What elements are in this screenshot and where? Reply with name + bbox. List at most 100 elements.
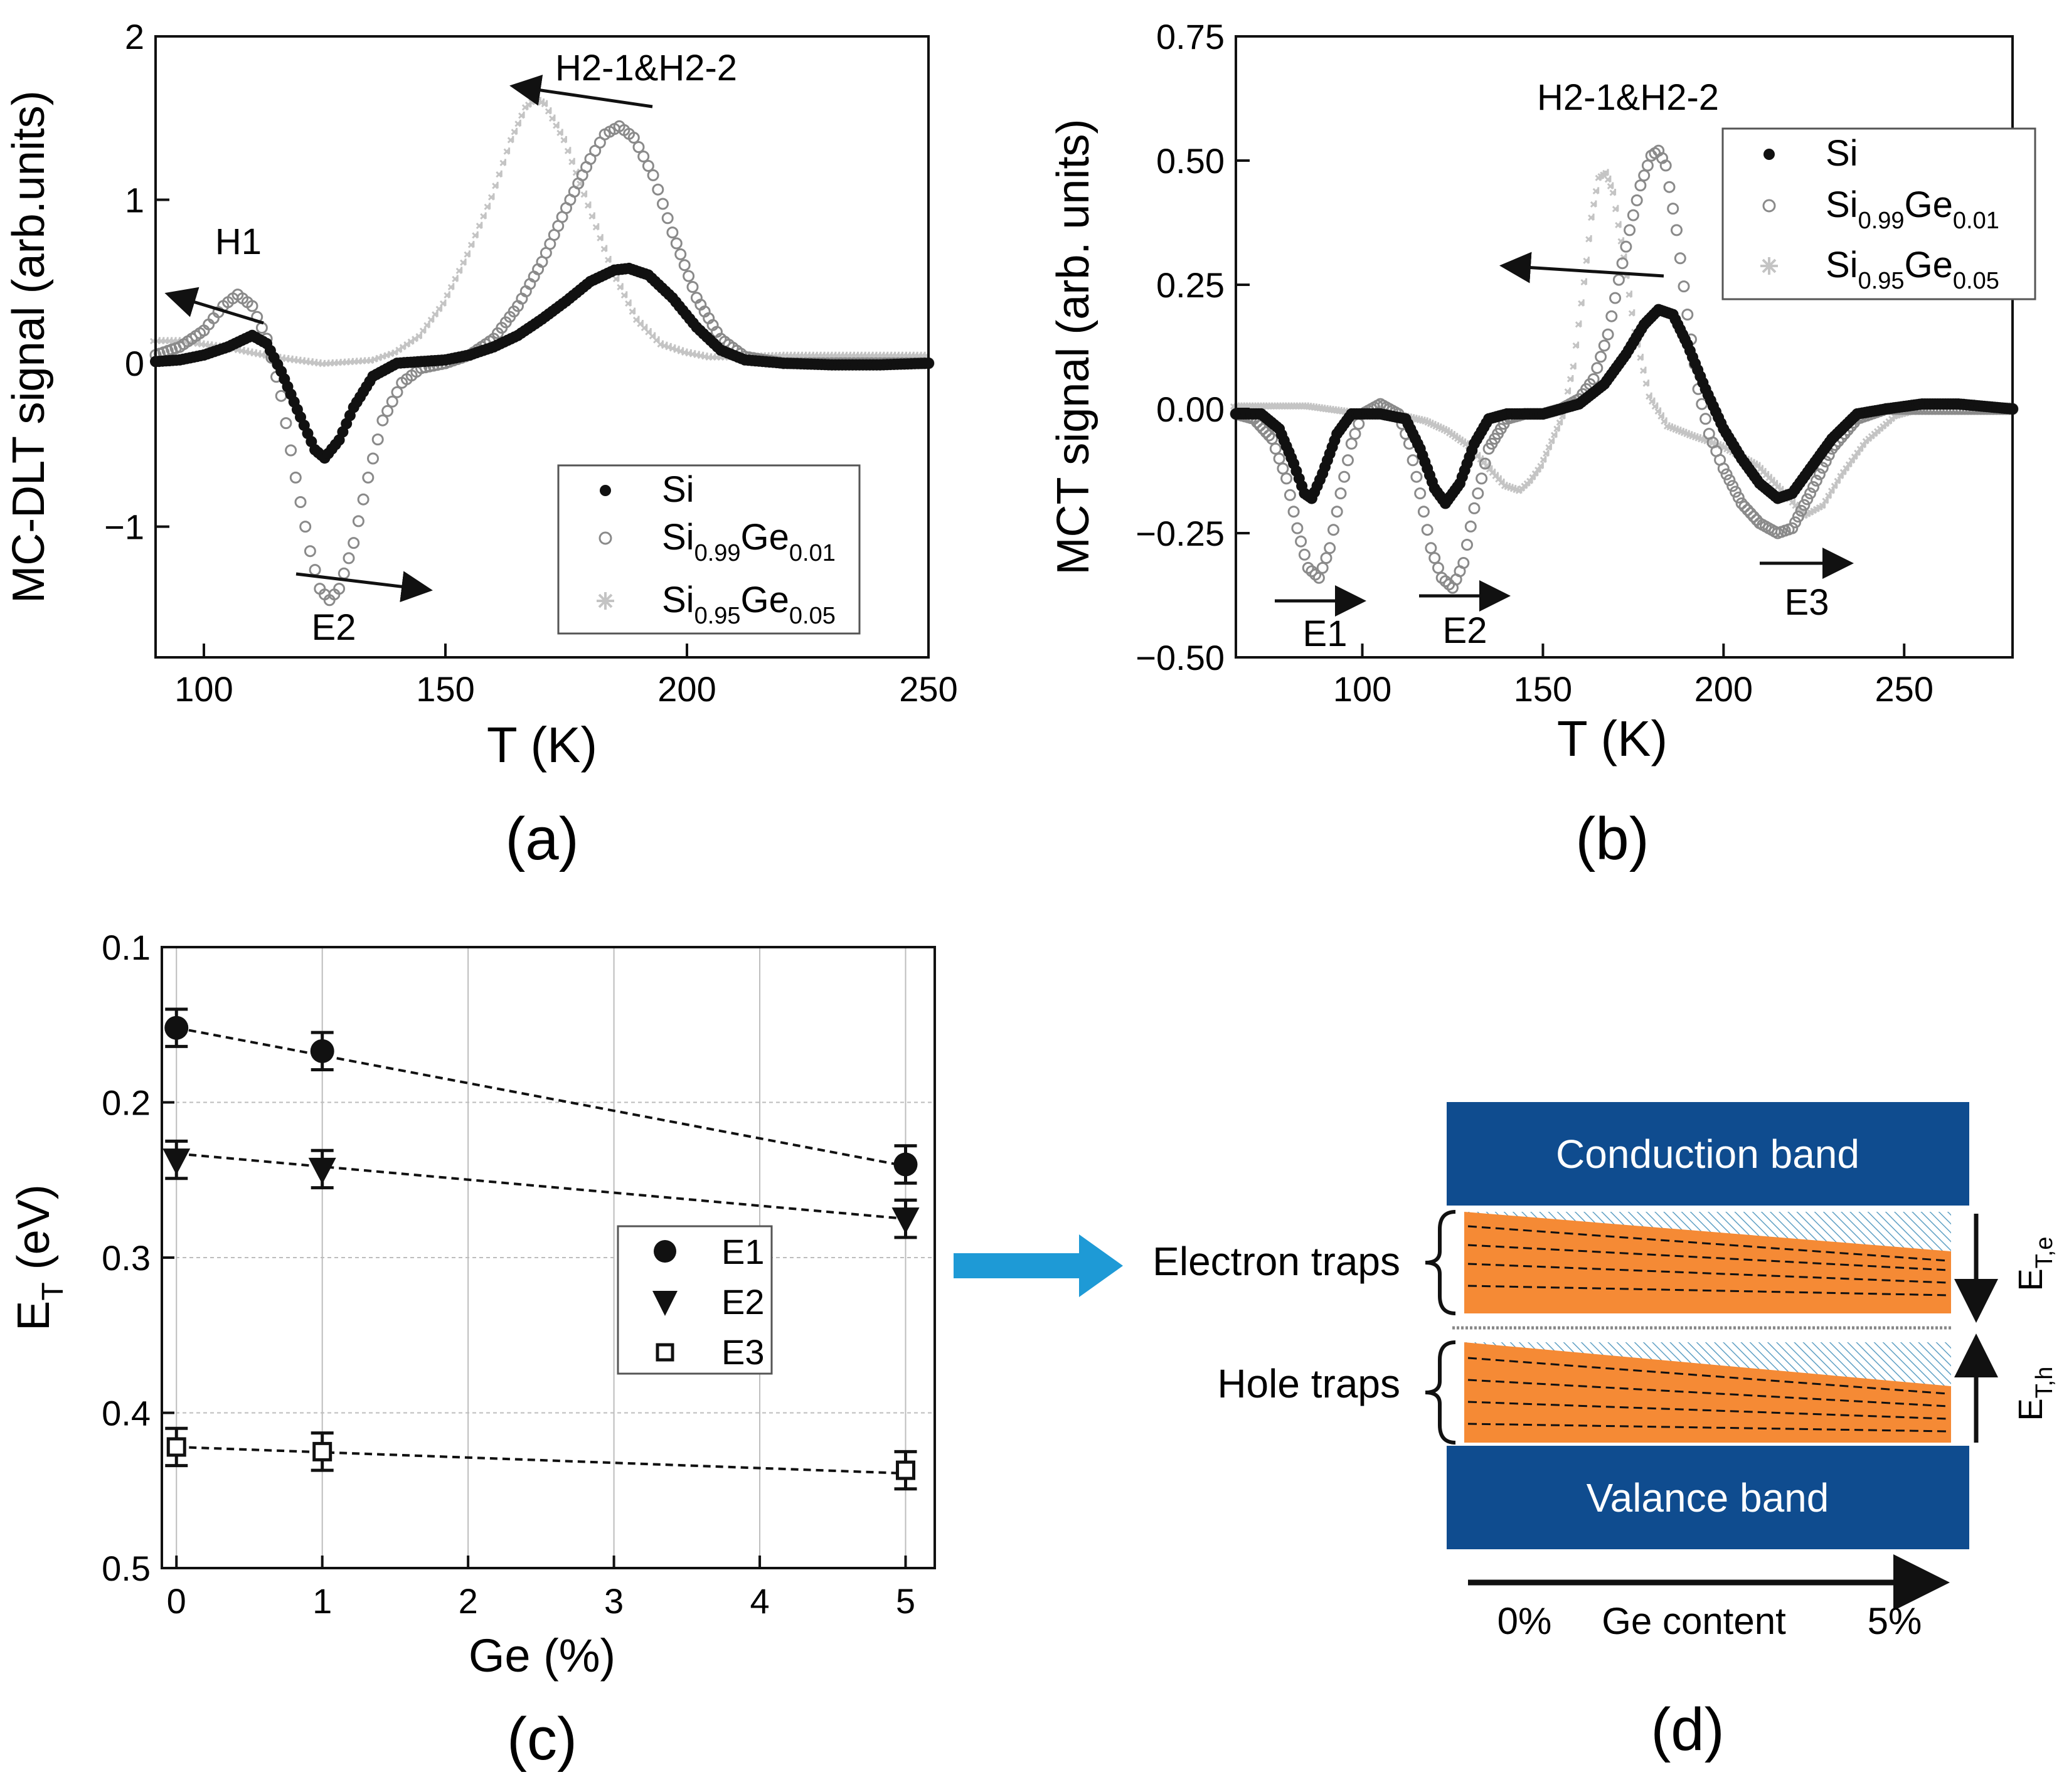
ytick-label-c-1: 0.2 [102,1083,151,1123]
point-a-2-117 [612,275,620,282]
point-b-2-138 [1609,189,1617,196]
point-b-2-124 [1575,320,1582,328]
point-a-1-30 [285,444,297,457]
point-a-2-85 [492,181,499,189]
panel-d-label: (d) [1651,1696,1724,1763]
point-a-1-47 [367,452,379,465]
panel-b-legend: Si Si0.99Ge0.01 Si0.95Ge0.05 [1721,127,2036,300]
xtick-label-c-0: 0 [167,1581,186,1621]
point-b-1-148 [1730,485,1742,498]
point-b-1-73 [1479,457,1491,470]
point-a-2-84 [487,193,495,201]
panel-a-h2-label: H2-1&H2-2 [555,48,737,88]
xtick-label-c-2: 2 [459,1581,478,1621]
point-b-1-171 [1801,493,1814,506]
point-a-1-51 [386,395,398,408]
point-a-2-114 [600,245,608,253]
point-E3-2 [896,1460,916,1480]
point-b-1-147 [1726,480,1739,492]
point-b-1-8 [1253,419,1266,432]
point-b-1-25 [1312,571,1325,584]
ytick-label-b-3: 0.25 [1156,265,1225,305]
point-a-2-79 [467,241,475,248]
point-b-1-56 [1417,506,1430,518]
electron-trap-levels [1467,1225,1949,1296]
series-b-0 [1230,304,2018,509]
point-b-1-55 [1414,487,1427,500]
point-b-1-15 [1277,462,1289,475]
point-a-2-105 [564,147,572,154]
point-b-2-211 [1819,502,1826,509]
point-b-1-16 [1280,472,1293,485]
point-b-2-137 [1607,182,1614,190]
point-a-2-92 [518,111,525,119]
point-a-2-73 [444,291,450,299]
point-a-2-100 [545,107,552,115]
point-b-1-116 [1616,257,1629,270]
point-b-2-122 [1570,363,1577,370]
point-b-2-153 [1651,402,1659,410]
point-b-2-111 [1540,455,1547,464]
point-b-1-17 [1284,489,1296,501]
panel-a-ylabel: MC-DLT signal (arb.units) [4,90,54,603]
panel-a-h1-arrow [164,287,264,325]
point-b-1-144 [1717,462,1730,475]
point-b-1-170 [1798,499,1811,511]
point-b-2-139 [1612,204,1619,213]
xtick-label-c-3: 3 [604,1581,624,1621]
point-b-2-212 [1822,497,1829,504]
legend-b-si99: Si0.99Ge0.01 [1826,184,1999,234]
ge-axis-end: 5% [1868,1600,1922,1642]
point-b-2-130 [1590,200,1597,208]
point-b-1-149 [1732,491,1745,504]
point-b-1-114 [1609,292,1622,304]
point-b-1-173 [1807,481,1819,493]
series-a-0 [150,262,934,464]
legend-a-si99: Si0.99Ge0.01 [662,517,836,566]
point-b-2-149 [1639,366,1647,374]
point-b-2-150 [1642,379,1650,387]
point-b-2-113 [1545,443,1552,451]
point-a-2-75 [452,275,459,282]
point-b-1-67 [1457,557,1470,569]
point-b-2-129 [1588,213,1595,221]
ytick-label-b-2: 0.00 [1156,390,1225,429]
point-E2-1 [308,1157,336,1184]
point-b-1-21 [1298,548,1311,561]
point-a-1-31 [289,471,302,484]
point-a-1-118 [674,248,687,260]
point-E2-2 [891,1207,920,1234]
point-b-2-216 [1834,477,1841,484]
point-b-2-140 [1615,221,1622,229]
point-b-1-150 [1735,497,1748,509]
panel-a-chart: 100 150 200 250 −1 0 1 2 MC-DLT signal (arb.uni… [4,17,958,872]
point-b-1-110 [1595,351,1607,363]
point-b-1-13 [1269,442,1282,455]
fit-line-E2 [176,1152,906,1221]
panel-c-grid [162,946,935,1569]
panel-a-e2-arrow [295,571,433,603]
point-a-1-28 [275,390,287,402]
point-a-1-121 [686,281,699,293]
legend-c-marker-e2 [652,1291,678,1316]
panel-a-h2-arrow [509,75,653,109]
point-b-1-28 [1324,542,1336,554]
point-b-1-70 [1468,502,1481,514]
point-b-1-115 [1612,273,1625,286]
point-b-1-134 [1681,309,1694,321]
point-a-2-115 [605,256,612,263]
xtick-label-c-5: 5 [896,1581,915,1621]
ytick-label-a-0: −1 [104,507,144,547]
legend-a-marker-si [600,485,611,496]
point-b-1-118 [1624,224,1636,236]
point-b-1-20 [1295,535,1307,548]
ytick-label-b-1: −0.25 [1136,514,1225,553]
point-b-1-167 [1789,516,1802,529]
point-a-2-76 [455,267,463,274]
panel-b-frame [1235,35,2014,659]
point-b-1-151 [1738,501,1751,513]
point-b-1-36 [1353,418,1365,430]
xtick-label-b-0: 100 [1333,669,1391,709]
point-b-1-117 [1620,240,1632,253]
